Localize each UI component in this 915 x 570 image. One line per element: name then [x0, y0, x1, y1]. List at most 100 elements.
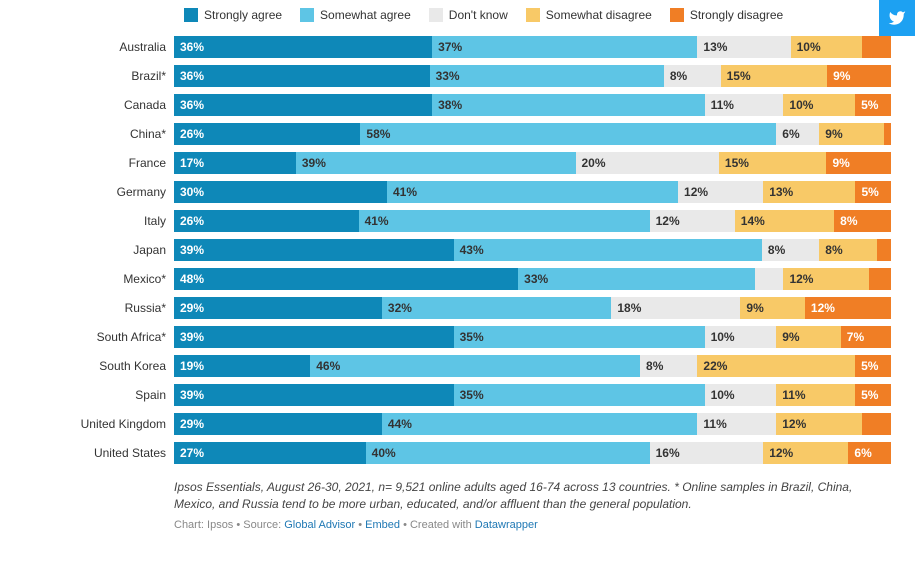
bar-row: Brazil*36%33%8%15%9%	[24, 61, 891, 90]
row-country-label: Italy	[24, 214, 174, 228]
bar-row: Canada36%38%11%10%5%	[24, 90, 891, 119]
bar-segment-strongly-disagree: 8%	[834, 210, 891, 232]
credits-sep: •	[355, 519, 365, 531]
footnote-text: Ipsos Essentials, August 26-30, 2021, n=…	[174, 479, 891, 513]
bar-segment-dont-know: 20%	[576, 152, 719, 174]
bar-segment-strongly-agree: 36%	[174, 36, 432, 58]
twitter-icon	[888, 9, 906, 27]
bar-segment-strongly-agree: 48%	[174, 268, 518, 290]
bar-segment-dont-know: 8%	[762, 239, 819, 261]
bar-segment-strongly-disagree: 5%	[855, 94, 891, 116]
bar-segment-strongly-agree: 26%	[174, 210, 359, 232]
credits-sep: • Source:	[233, 519, 284, 531]
row-bar-track: 39%35%10%9%7%	[174, 326, 891, 348]
legend-swatch	[184, 8, 198, 22]
bar-segment-dont-know: 16%	[650, 442, 764, 464]
bar-row: Italy26%41%12%14%8%	[24, 206, 891, 235]
legend-swatch	[300, 8, 314, 22]
bar-segment-strongly-disagree: 5%	[855, 355, 891, 377]
legend-label: Strongly disagree	[690, 8, 783, 22]
legend-swatch	[670, 8, 684, 22]
bar-segment-strongly-agree: 17%	[174, 152, 296, 174]
row-bar-track: 26%41%12%14%8%	[174, 210, 891, 232]
bar-segment-somewhat-disagree: 9%	[740, 297, 805, 319]
row-bar-track: 39%35%10%11%5%	[174, 384, 891, 406]
bar-row: Spain39%35%10%11%5%	[24, 380, 891, 409]
row-country-label: Mexico*	[24, 272, 174, 286]
bar-segment-somewhat-agree: 33%	[430, 65, 664, 87]
row-country-label: South Korea	[24, 359, 174, 373]
bar-segment-strongly-disagree	[862, 36, 891, 58]
credits-embed-link[interactable]: Embed	[365, 519, 400, 531]
row-bar-track: 36%38%11%10%5%	[174, 94, 891, 116]
twitter-share-button[interactable]	[879, 0, 915, 36]
bar-segment-somewhat-agree: 35%	[454, 326, 705, 348]
bar-segment-somewhat-disagree: 11%	[776, 384, 855, 406]
row-country-label: United States	[24, 446, 174, 460]
bar-segment-strongly-agree: 29%	[174, 413, 382, 435]
bar-segment-strongly-agree: 36%	[174, 65, 430, 87]
row-bar-track: 29%44%11%12%	[174, 413, 891, 435]
legend-label: Don't know	[449, 8, 508, 22]
bar-segment-somewhat-agree: 46%	[310, 355, 640, 377]
bar-segment-somewhat-disagree: 12%	[783, 268, 869, 290]
bar-segment-somewhat-agree: 40%	[366, 442, 650, 464]
bar-segment-somewhat-disagree: 9%	[819, 123, 884, 145]
bar-segment-somewhat-disagree: 12%	[763, 442, 848, 464]
bar-row: United Kingdom29%44%11%12%	[24, 409, 891, 438]
bar-segment-somewhat-agree: 39%	[296, 152, 576, 174]
bar-segment-somewhat-disagree: 22%	[697, 355, 855, 377]
bar-segment-dont-know	[755, 268, 784, 290]
bar-row: Germany30%41%12%13%5%	[24, 177, 891, 206]
bar-segment-somewhat-agree: 41%	[359, 210, 650, 232]
legend-item: Somewhat disagree	[526, 8, 652, 22]
bar-row: United States27%40%16%12%6%	[24, 438, 891, 467]
bar-segment-strongly-agree: 39%	[174, 384, 454, 406]
credits-source-link[interactable]: Global Advisor	[284, 519, 355, 531]
row-country-label: China*	[24, 127, 174, 141]
legend-item: Strongly agree	[184, 8, 282, 22]
legend-label: Somewhat disagree	[546, 8, 652, 22]
row-country-label: South Africa*	[24, 330, 174, 344]
credits-chart-name: Ipsos	[207, 519, 233, 531]
bar-segment-strongly-agree: 29%	[174, 297, 382, 319]
credits-line: Chart: Ipsos • Source: Global Advisor • …	[174, 519, 891, 531]
bar-segment-strongly-agree: 39%	[174, 326, 454, 348]
bar-segment-somewhat-disagree: 13%	[763, 181, 855, 203]
row-country-label: Russia*	[24, 301, 174, 315]
row-bar-track: 27%40%16%12%6%	[174, 442, 891, 464]
row-bar-track: 17%39%20%15%9%	[174, 152, 891, 174]
bar-row: South Korea19%46%8%22%5%	[24, 351, 891, 380]
bar-segment-dont-know: 10%	[705, 326, 777, 348]
legend-label: Somewhat agree	[320, 8, 411, 22]
bar-segment-somewhat-agree: 58%	[360, 123, 776, 145]
row-bar-track: 26%58%6%9%	[174, 123, 891, 145]
chart-container: Strongly agree Somewhat agree Don't know So…	[0, 0, 915, 539]
bar-segment-somewhat-disagree: 14%	[735, 210, 834, 232]
bar-segment-strongly-disagree: 9%	[827, 65, 891, 87]
bar-segment-dont-know: 13%	[697, 36, 790, 58]
bar-segment-somewhat-disagree: 8%	[819, 239, 876, 261]
bar-segment-strongly-agree: 26%	[174, 123, 360, 145]
bar-segment-dont-know: 12%	[678, 181, 763, 203]
legend-item: Strongly disagree	[670, 8, 783, 22]
legend-item: Don't know	[429, 8, 508, 22]
legend-label: Strongly agree	[204, 8, 282, 22]
bar-segment-dont-know: 18%	[611, 297, 740, 319]
row-bar-track: 30%41%12%13%5%	[174, 181, 891, 203]
row-bar-track: 29%32%18%9%12%	[174, 297, 891, 319]
bar-segment-dont-know: 11%	[705, 94, 784, 116]
row-country-label: Canada	[24, 98, 174, 112]
row-country-label: France	[24, 156, 174, 170]
bar-segment-somewhat-disagree: 15%	[719, 152, 827, 174]
bar-segment-strongly-disagree: 5%	[855, 181, 890, 203]
bar-segment-somewhat-disagree: 10%	[791, 36, 863, 58]
bar-row: China*26%58%6%9%	[24, 119, 891, 148]
bar-row: Mexico*48%33%12%	[24, 264, 891, 293]
legend: Strongly agree Somewhat agree Don't know So…	[184, 8, 891, 22]
row-country-label: Australia	[24, 40, 174, 54]
legend-swatch	[429, 8, 443, 22]
row-bar-track: 19%46%8%22%5%	[174, 355, 891, 377]
bar-row: Russia*29%32%18%9%12%	[24, 293, 891, 322]
credits-tool-link[interactable]: Datawrapper	[475, 519, 538, 531]
